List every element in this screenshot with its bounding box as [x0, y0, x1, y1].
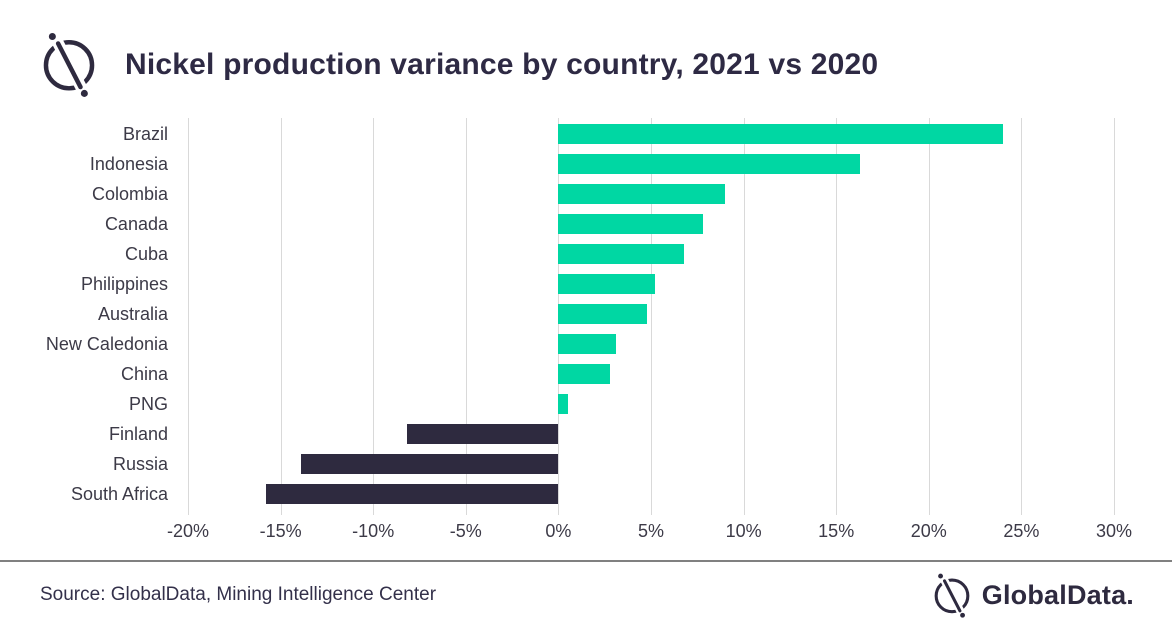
category-label-philippines: Philippines	[80, 274, 168, 294]
bar-colombia	[558, 184, 726, 204]
globaldata-mark-icon	[43, 32, 95, 97]
category-label-south-africa: South Africa	[70, 484, 168, 504]
bar-australia	[558, 304, 648, 324]
globaldata-mark-icon	[934, 573, 970, 618]
gridline	[1021, 118, 1023, 515]
source-text: Source: GlobalData, Mining Intelligence …	[40, 584, 437, 605]
x-tick-label: 5%	[637, 521, 665, 541]
gridline	[836, 118, 838, 515]
category-label-indonesia: Indonesia	[89, 154, 168, 174]
bar-philippines	[558, 274, 655, 294]
bar-new-caledonia	[558, 334, 616, 354]
x-tick-label: 20%	[910, 521, 947, 541]
x-tick-label: 25%	[1003, 521, 1040, 541]
brand-logo: GlobalData.	[930, 572, 1134, 618]
bar-cuba	[558, 244, 685, 264]
bar-china	[558, 364, 611, 384]
plot-area	[188, 118, 1115, 515]
x-tick-label: -5%	[449, 521, 482, 541]
bar-russia	[300, 454, 559, 474]
brand-name: GlobalData.	[981, 579, 1134, 610]
bar-canada	[558, 214, 703, 234]
category-label-colombia: Colombia	[91, 184, 168, 204]
category-label-cuba: Cuba	[124, 244, 168, 264]
bar-brazil	[558, 124, 1003, 144]
category-label-brazil: Brazil	[122, 124, 168, 144]
bar-indonesia	[558, 154, 861, 174]
gridline	[743, 118, 745, 515]
x-tick-label: -20%	[166, 521, 210, 541]
footer: Source: GlobalData, Mining Intelligence …	[0, 562, 1172, 628]
category-labels: Brazil Indonesia Colombia Canada Cuba Philipp…	[0, 118, 178, 515]
category-label-china: China	[120, 364, 168, 384]
gridline	[465, 118, 467, 515]
x-tick-label: 30%	[1095, 521, 1133, 541]
bar-south-africa	[265, 484, 559, 504]
bar-finland	[406, 424, 559, 444]
chart-title: Nickel production variance by country, 2…	[125, 48, 879, 81]
category-label-russia: Russia	[112, 454, 168, 474]
x-tick-label: -15%	[259, 521, 302, 541]
x-tick-label: 0%	[545, 521, 572, 541]
gridline	[651, 118, 652, 515]
category-label-png: PNG	[128, 394, 168, 414]
x-axis: -20% -15% -10% -5% 0% 5% 10% 15% 20% 25% 30%	[167, 517, 1132, 545]
gridline	[373, 118, 375, 515]
gridline	[1114, 118, 1115, 515]
gridline	[280, 118, 282, 515]
footer-divider	[0, 560, 1172, 562]
bar-png	[558, 394, 568, 414]
category-label-finland: Finland	[108, 424, 168, 444]
x-tick-label: -10%	[352, 521, 395, 541]
category-label-australia: Australia	[97, 304, 168, 324]
gridline	[928, 118, 930, 515]
category-label-new-caledonia: New Caledonia	[45, 334, 168, 354]
x-tick-label: 10%	[725, 521, 762, 541]
gridline	[188, 118, 189, 515]
category-label-canada: Canada	[104, 214, 168, 234]
x-tick-label: 15%	[818, 521, 855, 541]
